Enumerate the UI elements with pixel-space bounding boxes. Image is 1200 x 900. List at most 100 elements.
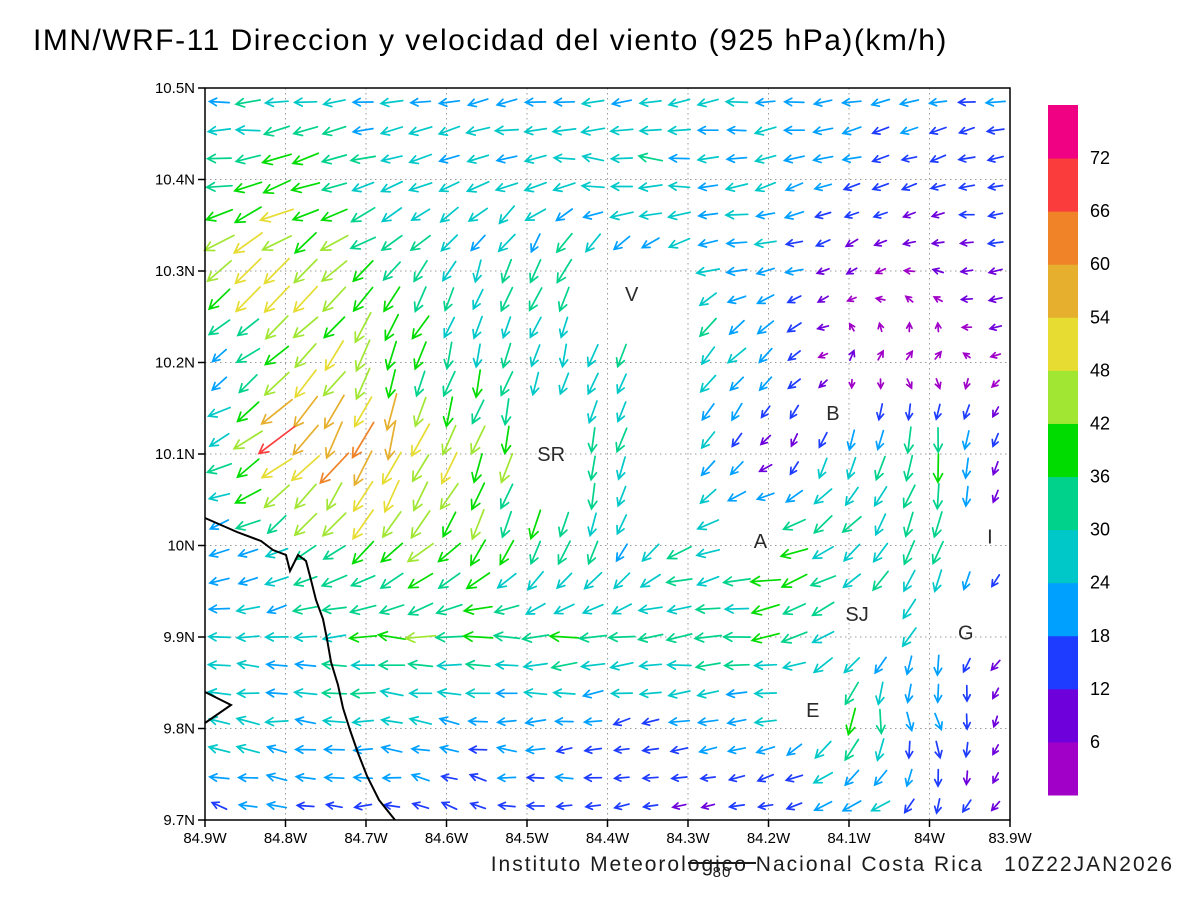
wind-arrow [616, 514, 628, 536]
wind-arrow [529, 258, 542, 284]
wind-arrow [349, 154, 377, 165]
colorbar: 6 12 18 24 30 36 42 48 54 60 66 72 [1048, 105, 1110, 796]
wind-arrow [841, 154, 862, 164]
lon-tick-label: 84W [914, 830, 946, 847]
wind-arrow [846, 429, 856, 452]
station-label-sr: SR [537, 444, 565, 466]
wind-arrow [813, 800, 833, 812]
wind-arrow [472, 288, 484, 311]
wind-arrow [207, 604, 231, 614]
wind-arrow [324, 421, 343, 460]
wind-arrow [265, 688, 288, 698]
wind-arrow [699, 488, 717, 505]
lon-tick-label: 84.1W [827, 830, 871, 847]
wind-arrow [758, 463, 773, 473]
wind-arrow [348, 604, 377, 616]
wind-arrow [206, 125, 232, 136]
wind-arrow [350, 206, 376, 223]
wind-arrow [638, 97, 662, 108]
wind-arrow [905, 711, 915, 733]
wind-arrow [780, 573, 808, 588]
wind-arrow [929, 154, 947, 163]
wind-arrow [841, 800, 862, 812]
wind-arrow [639, 573, 661, 588]
wind-arrow [609, 661, 634, 671]
wind-arrow [258, 208, 294, 223]
wind-arrow [440, 451, 458, 485]
colorbar-segment [1048, 264, 1078, 318]
wind-arrow [292, 424, 319, 456]
reference-vector-label: 80 [712, 864, 732, 881]
wind-arrow [874, 656, 887, 675]
wind-arrow [435, 603, 463, 616]
wind-arrow [992, 744, 1000, 756]
wind-arrow [237, 576, 259, 586]
wind-arrow [469, 801, 487, 810]
wind-arrow [962, 741, 971, 759]
wind-arrow [234, 97, 261, 108]
wind-arrow [500, 371, 514, 397]
wind-arrow [237, 801, 258, 811]
wind-arrow [986, 154, 1004, 163]
wind-arrow [206, 260, 232, 283]
wind-arrow [204, 208, 234, 222]
wind-arrow [235, 604, 261, 615]
wind-arrow [551, 125, 577, 136]
wind-arrow [962, 485, 972, 508]
wind-arrow [582, 717, 603, 726]
wind-arrow [667, 181, 691, 191]
wind-arrow [322, 286, 347, 313]
wind-arrow [814, 239, 831, 248]
axes: 10.5N 10.4N 10.3N 10.2N 10.1N 10N 9.9N 9.8N 9.7N… [155, 80, 1033, 847]
wind-arrow [755, 267, 775, 276]
wind-arrow [526, 570, 544, 591]
wind-arrow [667, 689, 691, 699]
wind-arrow [613, 572, 631, 590]
wind-arrow [471, 453, 483, 484]
wind-arrow [870, 800, 891, 812]
station-label-b: B [826, 403, 839, 425]
wind-arrow [905, 403, 914, 422]
wind-arrow [901, 627, 917, 648]
wind-arrow [234, 257, 262, 285]
wind-arrow [207, 319, 231, 336]
wind-arrow [700, 431, 716, 450]
wind-arrow [525, 773, 545, 782]
wind-arrow [292, 285, 319, 314]
wind-arrow [232, 232, 263, 254]
wind-arrow [293, 258, 318, 284]
lat-tick-label: 10N [167, 538, 195, 555]
wind-arrow [640, 237, 660, 249]
wind-arrow [872, 542, 889, 564]
lat-tick-label: 9.9N [163, 629, 195, 646]
wind-arrow [321, 716, 347, 726]
wind-arrow [698, 317, 717, 338]
wind-arrow [496, 773, 517, 783]
wind-arrow [354, 311, 372, 344]
wind-arrow [410, 423, 431, 458]
wind-arrow [753, 126, 777, 136]
wind-arrow [958, 238, 974, 247]
wind-arrow [292, 316, 319, 339]
wind-arrow [785, 743, 803, 757]
wind-arrow [609, 125, 634, 136]
wind-arrow [667, 237, 691, 249]
wind-arrow [525, 801, 545, 811]
wind-arrow [759, 434, 772, 446]
wind-arrow [465, 126, 491, 136]
wind-arrow [320, 659, 347, 670]
wind-arrow [749, 575, 782, 587]
wind-arrow [320, 688, 348, 699]
colorbar-label: 12 [1090, 679, 1110, 699]
wind-arrow [210, 801, 228, 811]
wind-arrow [265, 801, 288, 810]
wind-arrow [264, 547, 289, 559]
wind-arrow [263, 716, 289, 727]
wind-arrow [755, 210, 776, 220]
wind-arrow [900, 154, 918, 163]
wind-arrow [383, 393, 398, 432]
colorbar-label: 24 [1090, 573, 1110, 593]
wind-arrow [207, 632, 231, 642]
wind-arrow [780, 631, 808, 644]
